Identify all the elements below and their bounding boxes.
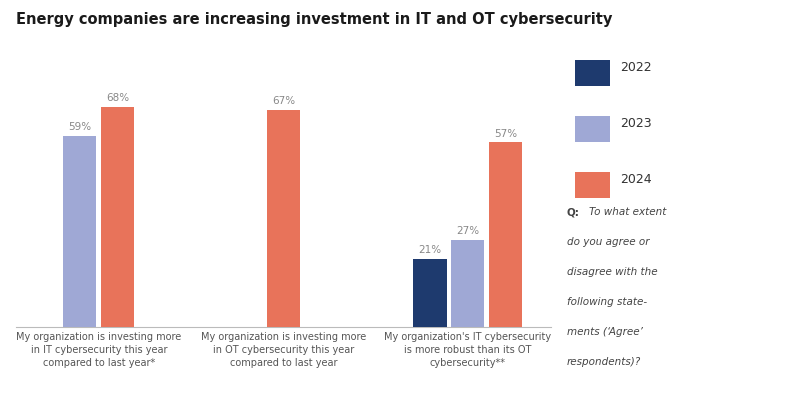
Text: 2022: 2022: [620, 61, 652, 74]
Text: 59%: 59%: [68, 122, 91, 132]
Text: do you agree or: do you agree or: [567, 237, 649, 247]
Bar: [63, 136, 97, 327]
Text: 27%: 27%: [456, 226, 479, 236]
Text: Q:: Q:: [567, 207, 579, 217]
Bar: [413, 259, 447, 327]
Bar: [489, 142, 523, 327]
Text: 57%: 57%: [494, 128, 517, 138]
Text: Energy companies are increasing investment in IT and OT cybersecurity: Energy companies are increasing investme…: [16, 12, 612, 27]
Text: disagree with the: disagree with the: [567, 267, 657, 277]
Text: 21%: 21%: [419, 245, 442, 255]
Bar: [101, 107, 135, 327]
Text: 68%: 68%: [106, 93, 129, 103]
Text: 2024: 2024: [620, 173, 652, 186]
Bar: [267, 110, 300, 327]
Text: ments (‘Agree’: ments (‘Agree’: [567, 327, 642, 337]
Text: following state-: following state-: [567, 297, 647, 307]
Text: 2023: 2023: [620, 117, 652, 130]
Text: respondents)?: respondents)?: [567, 357, 641, 367]
Text: 67%: 67%: [272, 96, 295, 106]
Bar: [451, 240, 485, 327]
Text: To what extent: To what extent: [589, 207, 666, 217]
